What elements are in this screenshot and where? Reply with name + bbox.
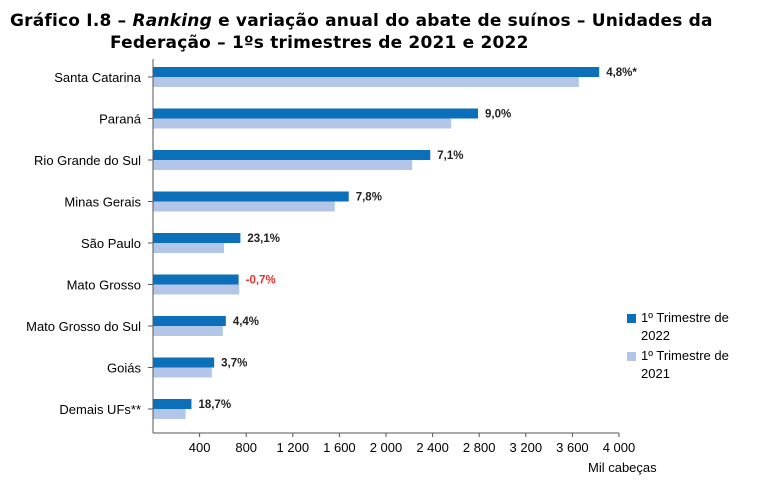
data-label: -0,7% — [246, 275, 276, 287]
x-tick-label: 400 — [189, 440, 211, 455]
bar-2022 — [153, 233, 241, 243]
bar-2022 — [153, 191, 349, 202]
legend-swatch-2021 — [627, 352, 636, 361]
data-label: 7,8% — [356, 192, 382, 204]
legend: 1º Trimestre de 2022 1º Trimestre de 202… — [627, 309, 751, 385]
category-label: Mato Grosso do Sul — [26, 319, 141, 334]
bar-2021 — [153, 118, 452, 129]
legend-swatch-2022 — [627, 314, 636, 323]
legend-label-2021: 1º Trimestre de 2021 — [641, 348, 729, 381]
bar-2022 — [153, 274, 239, 285]
category-label: Rio Grande do Sul — [34, 153, 141, 168]
bar-2022 — [153, 316, 226, 326]
x-tick-label: 2 800 — [463, 440, 496, 455]
title-emphasis: Ranking — [132, 11, 212, 31]
legend-item-2021: 1º Trimestre de 2021 — [627, 347, 751, 383]
bar-2022 — [153, 67, 600, 77]
data-label: 4,8%* — [606, 67, 637, 79]
x-tick-label: 2 000 — [370, 440, 403, 455]
bar-2021 — [153, 367, 212, 378]
x-tick-label: 3 200 — [510, 440, 543, 455]
x-tick-label: 800 — [235, 440, 257, 455]
x-tick-label: 3 600 — [556, 440, 589, 455]
x-axis-unit-label: Mil cabeças — [588, 460, 657, 475]
data-label: 9,0% — [485, 109, 511, 121]
category-label: Goiás — [107, 361, 141, 376]
bar-2021 — [153, 201, 335, 212]
category-label: Santa Catarina — [54, 70, 141, 85]
bar-2021 — [153, 160, 413, 170]
category-label: São Paulo — [81, 236, 141, 251]
bar-2022 — [153, 399, 192, 409]
bar-2022 — [153, 108, 479, 119]
category-label: Mato Grosso — [67, 278, 141, 293]
chart-title: Gráfico I.8 – Ranking e variação anual d… — [10, 10, 750, 54]
data-label: 4,4% — [233, 316, 259, 328]
data-label: 18,7% — [198, 399, 231, 411]
bar-2021 — [153, 243, 225, 253]
bar-2022 — [153, 150, 431, 160]
bar-2021 — [153, 409, 186, 419]
data-label: 23,1% — [247, 233, 280, 245]
title-rest: e variação anual do abate de suínos – Un… — [211, 11, 713, 31]
category-label: Paraná — [99, 112, 142, 127]
category-label: Minas Gerais — [64, 195, 141, 210]
x-tick-label: 4 000 — [603, 440, 636, 455]
x-tick-label: 2 400 — [416, 440, 449, 455]
legend-label-2022: 1º Trimestre de 2022 — [641, 310, 729, 343]
legend-item-2022: 1º Trimestre de 2022 — [627, 309, 751, 345]
bar-2021 — [153, 284, 240, 295]
data-label: 7,1% — [437, 150, 463, 162]
bar-2021 — [153, 77, 579, 87]
bar-2021 — [153, 326, 223, 336]
x-tick-label: 1 200 — [277, 440, 310, 455]
data-label: 3,7% — [221, 358, 247, 370]
title-line2: Federação – 1ºs trimestres de 2021 e 202… — [110, 33, 529, 53]
title-prefix: Gráfico I.8 – — [10, 11, 133, 31]
bar-2022 — [153, 357, 215, 368]
x-tick-label: 1 600 — [323, 440, 356, 455]
category-label: Demais UFs** — [59, 402, 141, 417]
